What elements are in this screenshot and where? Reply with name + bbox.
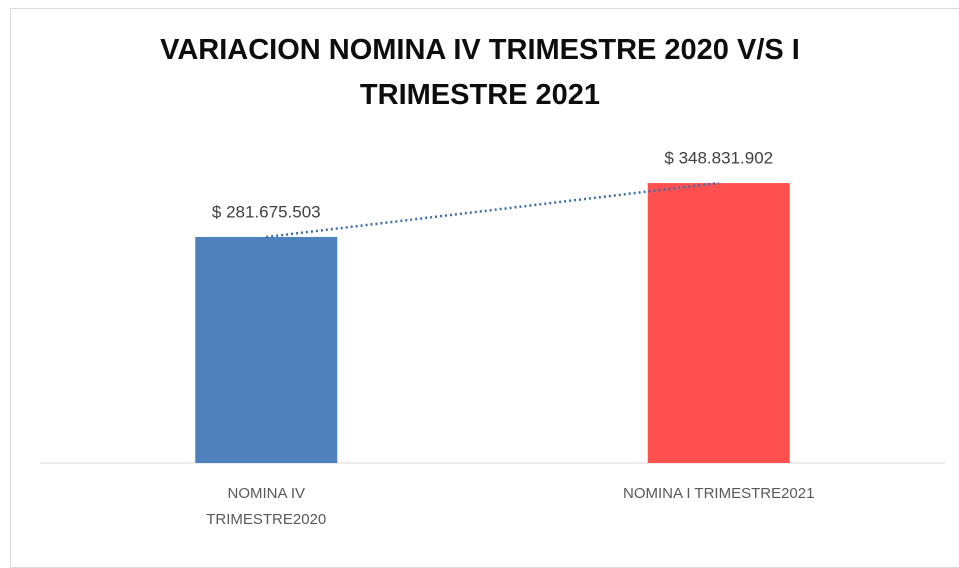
x-tick-label: NOMINA IV TRIMESTRE2020: [206, 485, 327, 528]
page: $ 281.675.503 $ 348.831.902 VARIACION NOM…: [10, 8, 959, 568]
trendline: [266, 181, 719, 239]
chart: $ 281.675.503 $ 348.831.902: [40, 149, 945, 464]
bar: [647, 183, 790, 464]
x-tick-label: NOMINA I TRIMESTRE2021: [623, 485, 815, 502]
chart-title: VARIACION NOMINA IV TRIMESTRE 2020 V/S I…: [160, 34, 800, 111]
bar: [195, 236, 338, 463]
data-label: $ 348.831.902: [664, 149, 773, 168]
data-label: $ 281.675.503: [212, 202, 321, 221]
